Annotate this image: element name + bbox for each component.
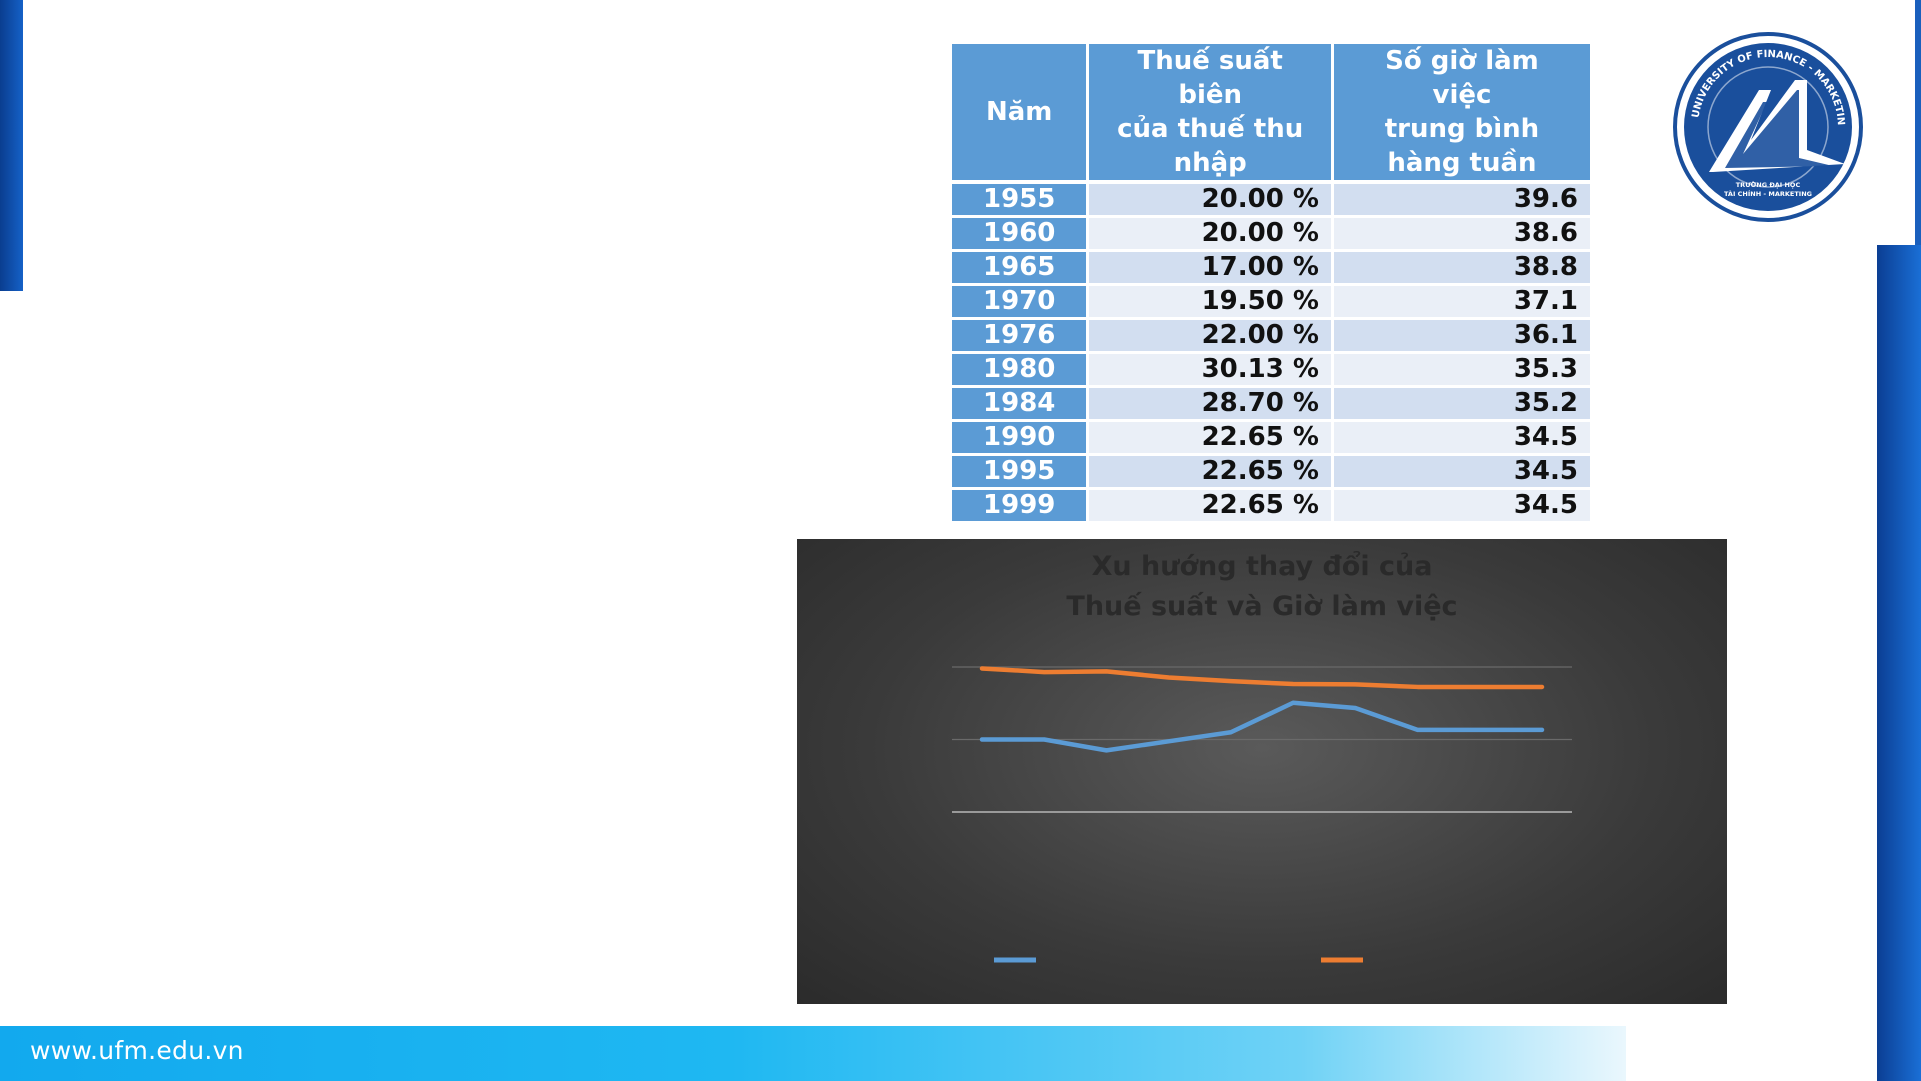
cell-tax-rate: 22.65 % xyxy=(1087,488,1334,524)
table-row: 1990 22.65 % 34.5 xyxy=(952,420,1590,456)
cell-work-hours: 38.8 xyxy=(1332,250,1590,286)
university-logo: UNIVERSITY OF FINANCE - MARKETING TRƯỜNG… xyxy=(1669,24,1863,222)
chart-series-line-2 xyxy=(979,666,1545,690)
table-row: 1999 22.65 % 34.5 xyxy=(952,488,1590,524)
chart-title-line: Thuế suất và Giờ làm việc xyxy=(1066,591,1457,622)
cell-tax-rate: 28.70 % xyxy=(1087,386,1334,422)
table-row: 1984 28.70 % 35.2 xyxy=(952,386,1590,422)
left-accent-bar xyxy=(0,0,23,291)
table-row: 1980 30.13 % 35.3 xyxy=(952,352,1590,388)
cell-year: 1976 xyxy=(952,318,1090,354)
cell-tax-rate: 22.00 % xyxy=(1087,318,1334,354)
header-year-label: Năm xyxy=(986,97,1053,127)
cell-year: 1965 xyxy=(952,250,1090,286)
table-row: 1970 19.50 % 37.1 xyxy=(952,284,1590,320)
cell-year: 1980 xyxy=(952,352,1090,388)
header-work-hours-label: Số giờ làm việc trung bình hàng tuần xyxy=(1384,46,1540,178)
cell-year: 1990 xyxy=(952,420,1090,456)
cell-tax-rate: 20.00 % xyxy=(1087,182,1334,218)
cell-tax-rate: 17.00 % xyxy=(1087,250,1334,286)
right-accent-strip xyxy=(1915,0,1921,245)
cell-work-hours: 38.6 xyxy=(1332,216,1590,252)
cell-work-hours: 35.3 xyxy=(1332,352,1590,388)
logo-subtext-2: TÀI CHÍNH - MARKETING xyxy=(1724,189,1812,198)
header-tax-rate: Thuế suất biên của thuế thu nhập xyxy=(1087,44,1334,184)
chart-title-line: Xu hướng thay đổi của xyxy=(1092,549,1433,582)
cell-work-hours: 37.1 xyxy=(1332,284,1590,320)
tax-hours-table: Năm Thuế suất biên của thuế thu nhập Số giờ… xyxy=(952,44,1590,524)
header-tax-rate-label: Thuế suất biên của thuế thu nhập xyxy=(1117,46,1304,178)
cell-tax-rate: 19.50 % xyxy=(1087,284,1334,320)
right-accent-bar xyxy=(1877,245,1921,1081)
cell-year: 1999 xyxy=(952,488,1090,524)
header-year: Năm xyxy=(952,44,1090,184)
cell-work-hours: 39.6 xyxy=(1332,182,1590,218)
cell-work-hours: 35.2 xyxy=(1332,386,1590,422)
cell-tax-rate: 30.13 % xyxy=(1087,352,1334,388)
chart-series-line-1 xyxy=(979,700,1545,753)
cell-year: 1960 xyxy=(952,216,1090,252)
table-row: 1965 17.00 % 38.8 xyxy=(952,250,1590,286)
cell-tax-rate: 22.65 % xyxy=(1087,420,1334,456)
table-row: 1995 22.65 % 34.5 xyxy=(952,454,1590,490)
cell-year: 1995 xyxy=(952,454,1090,490)
table-body: 1955 20.00 % 39.6 1960 20.00 % 38.6 1965 17.00 … xyxy=(952,182,1590,524)
header-work-hours: Số giờ làm việc trung bình hàng tuần xyxy=(1332,44,1590,184)
footer-url[interactable]: www.ufm.edu.vn xyxy=(30,1036,244,1065)
cell-year: 1984 xyxy=(952,386,1090,422)
trend-chart: Xu hướng thay đổi của Thuế suất và Giờ là… xyxy=(797,539,1727,1004)
cell-year: 1970 xyxy=(952,284,1090,320)
table-header-row: Năm Thuế suất biên của thuế thu nhập Số giờ… xyxy=(952,44,1590,184)
cell-work-hours: 34.5 xyxy=(1332,420,1590,456)
logo-subtext-1: TRƯỜNG ĐẠI HỌC xyxy=(1736,180,1801,189)
footer-bar xyxy=(0,1026,1626,1081)
table-row: 1955 20.00 % 39.6 xyxy=(952,182,1590,218)
table-row: 1976 22.00 % 36.1 xyxy=(952,318,1590,354)
cell-year: 1955 xyxy=(952,182,1090,218)
cell-tax-rate: 22.65 % xyxy=(1087,454,1334,490)
table-row: 1960 20.00 % 38.6 xyxy=(952,216,1590,252)
cell-work-hours: 36.1 xyxy=(1332,318,1590,354)
cell-work-hours: 34.5 xyxy=(1332,454,1590,490)
cell-work-hours: 34.5 xyxy=(1332,488,1590,524)
cell-tax-rate: 20.00 % xyxy=(1087,216,1334,252)
